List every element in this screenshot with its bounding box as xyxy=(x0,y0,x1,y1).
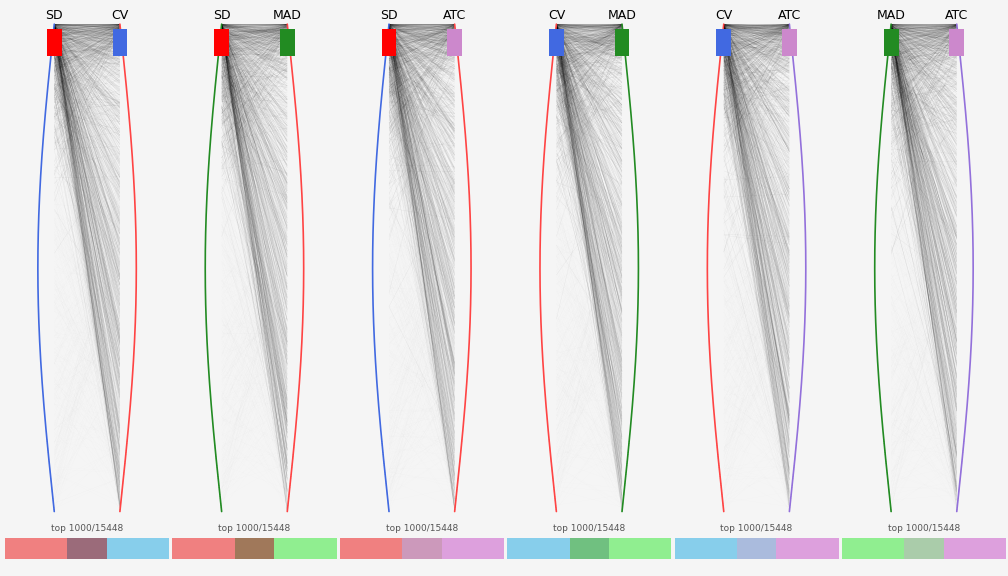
Text: MAD: MAD xyxy=(273,9,301,22)
Bar xyxy=(717,29,731,56)
Bar xyxy=(904,538,943,559)
Bar xyxy=(68,538,107,559)
Bar xyxy=(782,29,796,56)
Text: CV: CV xyxy=(111,9,129,22)
Bar xyxy=(280,29,294,56)
Bar xyxy=(842,538,904,559)
Bar xyxy=(382,29,396,56)
Bar xyxy=(615,29,629,56)
Bar xyxy=(950,29,964,56)
Bar xyxy=(107,538,169,559)
Text: top 1000/15448: top 1000/15448 xyxy=(888,524,960,533)
Text: top 1000/15448: top 1000/15448 xyxy=(386,524,458,533)
Bar xyxy=(507,538,570,559)
Text: MAD: MAD xyxy=(608,9,636,22)
Bar xyxy=(235,538,274,559)
Text: top 1000/15448: top 1000/15448 xyxy=(219,524,290,533)
Bar xyxy=(402,538,442,559)
Bar xyxy=(47,29,61,56)
Bar xyxy=(5,538,68,559)
Bar xyxy=(674,538,737,559)
Bar xyxy=(549,29,563,56)
Bar xyxy=(340,538,402,559)
Bar xyxy=(448,29,462,56)
Text: top 1000/15448: top 1000/15448 xyxy=(51,524,123,533)
Text: top 1000/15448: top 1000/15448 xyxy=(553,524,625,533)
Bar xyxy=(113,29,127,56)
Text: ATC: ATC xyxy=(946,9,969,22)
Bar xyxy=(215,29,229,56)
Bar xyxy=(884,29,898,56)
Text: SD: SD xyxy=(380,9,398,22)
Text: top 1000/15448: top 1000/15448 xyxy=(721,524,792,533)
Bar xyxy=(570,538,609,559)
Text: SD: SD xyxy=(213,9,231,22)
Text: ATC: ATC xyxy=(778,9,801,22)
Bar xyxy=(737,538,776,559)
Bar xyxy=(172,538,235,559)
Bar xyxy=(776,538,839,559)
Text: CV: CV xyxy=(715,9,733,22)
Text: CV: CV xyxy=(547,9,565,22)
Bar xyxy=(943,538,1006,559)
Text: SD: SD xyxy=(45,9,64,22)
Bar xyxy=(274,538,337,559)
Text: MAD: MAD xyxy=(877,9,905,22)
Bar xyxy=(609,538,671,559)
Text: ATC: ATC xyxy=(444,9,467,22)
Bar xyxy=(442,538,504,559)
